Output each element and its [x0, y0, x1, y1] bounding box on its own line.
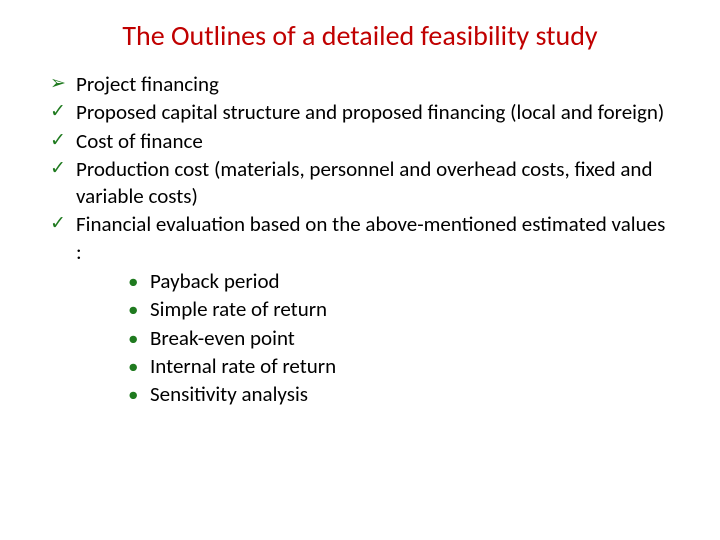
sub-list-item: • Simple rate of return: [128, 296, 670, 323]
main-list: ➢ Project financing ✓ Proposed capital s…: [50, 71, 670, 409]
dot-bullet-icon: •: [128, 381, 150, 408]
sub-item-text: Payback period: [150, 268, 670, 295]
list-item: ✓ Cost of finance: [50, 128, 670, 155]
arrow-bullet-icon: ➢: [50, 71, 76, 97]
item-text: Production cost (materials, personnel an…: [76, 156, 670, 211]
item-text: Cost of finance: [76, 128, 670, 155]
sub-list-item: • Break-even point: [128, 325, 670, 352]
dot-bullet-icon: •: [128, 353, 150, 380]
item-text: Project financing: [76, 71, 670, 98]
sub-list-item: • Internal rate of return: [128, 353, 670, 380]
sub-item-text: Sensitivity analysis: [150, 381, 670, 408]
dot-bullet-icon: •: [128, 296, 150, 323]
sub-item-text: Simple rate of return: [150, 296, 670, 323]
dot-bullet-icon: •: [128, 325, 150, 352]
sub-list: • Payback period • Simple rate of return…: [128, 268, 670, 408]
slide-title: The Outlines of a detailed feasibility s…: [50, 18, 670, 53]
sub-item-text: Break-even point: [150, 325, 670, 352]
list-item: ✓ Production cost (materials, personnel …: [50, 156, 670, 211]
check-bullet-icon: ✓: [50, 156, 76, 182]
sub-list-item: • Payback period: [128, 268, 670, 295]
list-item: ➢ Project financing: [50, 71, 670, 98]
item-text: Financial evaluation based on the above-…: [76, 211, 670, 266]
item-text: Proposed capital structure and proposed …: [76, 99, 670, 126]
dot-bullet-icon: •: [128, 268, 150, 295]
sub-list-item: • Sensitivity analysis: [128, 381, 670, 408]
sub-item-text: Internal rate of return: [150, 353, 670, 380]
list-item: ✓ Financial evaluation based on the abov…: [50, 211, 670, 266]
list-item: ✓ Proposed capital structure and propose…: [50, 99, 670, 126]
check-bullet-icon: ✓: [50, 128, 76, 154]
check-bullet-icon: ✓: [50, 99, 76, 125]
check-bullet-icon: ✓: [50, 211, 76, 237]
